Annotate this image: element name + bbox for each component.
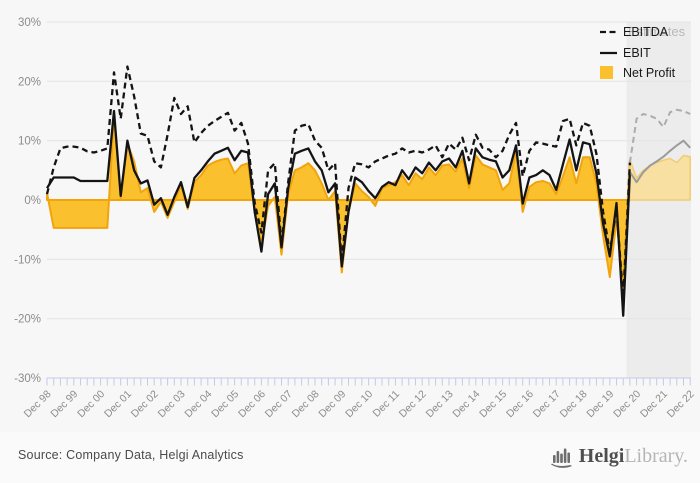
x-axis-label: Dec 01 [102,388,134,420]
x-axis-label: Dec 19 [584,388,616,420]
legend-item-ebitda: EBITDA [600,25,669,39]
y-axis-label: 30% [18,17,41,29]
y-axis-label: -20% [14,314,41,326]
source-attribution: Source: Company Data, Helgi Analytics [18,448,244,462]
net-profit-area-estimate [629,154,691,201]
legend-label-net-profit: Net Profit [623,66,676,80]
net-profit-area [46,115,631,290]
y-axis-label: -30% [14,373,41,385]
logo-period: . [683,445,688,467]
x-axis-label: Dec 17 [531,388,563,420]
legend-label-ebit: EBIT [623,46,651,60]
net-profit-swatch [600,66,613,79]
x-axis-label: Dec 98 [22,388,54,420]
legend: EBITDA EBIT Net Profit [600,25,676,80]
x-axis-label: Dec 22 [665,388,697,420]
bar-chart-logo-icon [550,448,572,468]
estimates-label: Estimates [628,24,686,39]
x-axis-label: Dec 04 [182,388,214,420]
ebitda-line [45,65,632,300]
x-axis-label: Dec 11 [371,388,403,420]
x-axis-label: Dec 16 [504,388,536,420]
x-axis-label: Dec 06 [236,388,268,420]
legend-item-net-profit: Net Profit [600,66,676,80]
x-axis-label: Dec 02 [129,388,161,420]
y-axis-label: 10% [18,136,41,148]
x-axis-label: Dec 99 [48,388,80,420]
data-series [45,65,691,317]
x-axis-label: Dec 03 [156,388,188,420]
ebit-line [46,109,632,317]
profitability-chart: Estimates Dec 98 Dec 99 Dec 00 Dec 01 Dec 02… [14,17,697,420]
ebitda-line-estimate [628,108,691,163]
x-axis-label: Dec 10 [343,388,375,420]
legend-item-ebit: EBIT [600,46,651,60]
logo-brand-text: Helgi [578,445,625,467]
x-axis-label: Dec 05 [209,388,241,420]
y-axis-label: -10% [14,254,41,266]
x-axis-label: Dec 08 [290,388,322,420]
x-axis-label: Dec 21 [638,388,670,420]
y-axis-label: 0% [24,195,41,207]
x-axis-label: Dec 13 [424,388,456,420]
chart-footer: Source: Company Data, Helgi Analytics He… [0,432,700,483]
legend-label-ebitda: EBITDA [623,25,669,39]
x-axis-label: Dec 20 [611,388,643,420]
x-axis-label: Dec 12 [397,388,429,420]
x-axis-label: Dec 07 [263,388,295,420]
ebit-line-estimate [629,139,691,184]
x-axis-label: Dec 14 [450,388,482,420]
x-axis-label: Dec 09 [316,388,348,420]
x-axis-label: Dec 00 [75,388,107,420]
helgi-library-logo: HelgiLibrary. [550,442,688,470]
x-axis-label: Dec 15 [477,388,509,420]
x-axis-label: Dec 18 [558,388,590,420]
y-axis-label: 20% [18,76,41,88]
logo-suffix-text: Library [624,445,683,467]
